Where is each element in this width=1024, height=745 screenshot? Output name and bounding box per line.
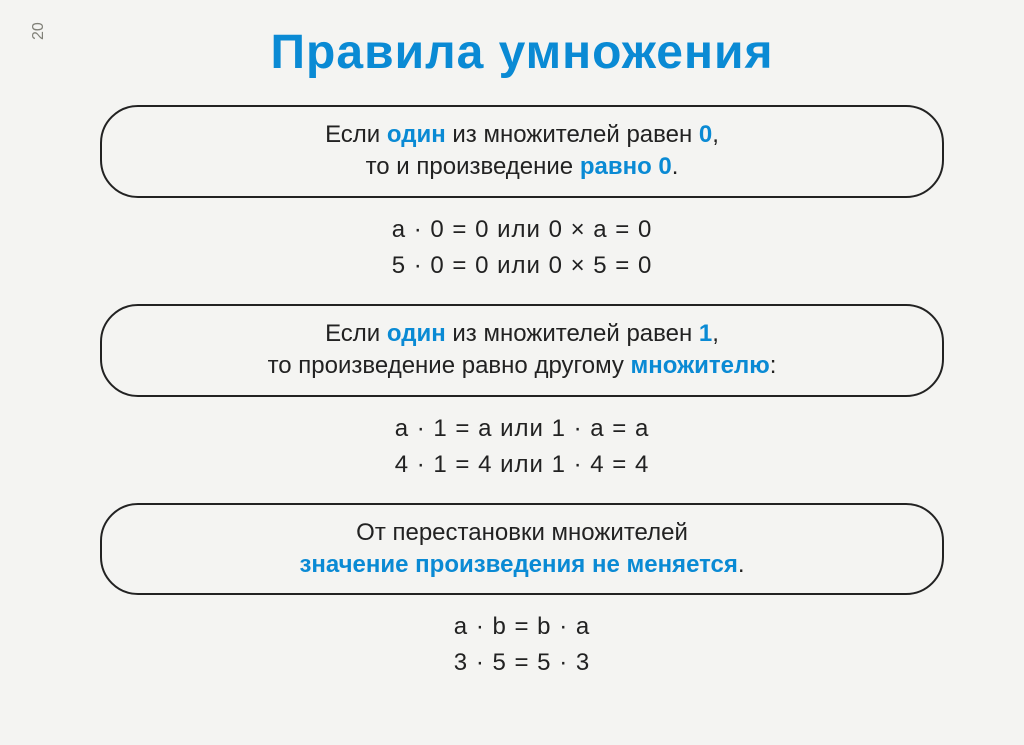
rule-text: , bbox=[712, 121, 719, 148]
rule-box-1: Если один из множителей равен 1, то прои… bbox=[100, 304, 944, 397]
rule-line-1-1: Если один из множителей равен 1, bbox=[132, 318, 912, 350]
examples-0: a · 0 = 0 или 0 × a = 0 5 · 0 = 0 или 0 … bbox=[80, 212, 964, 284]
rule-highlight: значение произведения не меняется bbox=[299, 551, 737, 578]
page-title: Правила умножения bbox=[80, 25, 964, 80]
rule-box-2: От перестановки множителей значение прои… bbox=[100, 503, 944, 596]
examples-2: a · b = b · a 3 · 5 = 5 · 3 bbox=[80, 609, 964, 681]
rule-text: . bbox=[738, 551, 745, 578]
rule-text: : bbox=[770, 352, 777, 379]
rule-highlight: один bbox=[387, 320, 446, 347]
rule-box-0: Если один из множителей равен 0, то и пр… bbox=[100, 105, 944, 198]
rule-line-0-2: то и произведение равно 0. bbox=[132, 151, 912, 183]
rule-block-2: От перестановки множителей значение прои… bbox=[80, 503, 964, 682]
rule-line-1-2: то произведение равно другому множителю: bbox=[132, 350, 912, 382]
rule-text: . bbox=[672, 153, 679, 180]
examples-1: a · 1 = a или 1 · a = a 4 · 1 = 4 или 1 … bbox=[80, 411, 964, 483]
example-line: 5 · 0 = 0 или 0 × 5 = 0 bbox=[80, 248, 964, 284]
rule-highlight: 0 bbox=[699, 121, 712, 148]
rule-text: От перестановки множителей bbox=[356, 519, 688, 546]
rule-text: из множителей равен bbox=[446, 121, 699, 148]
rule-highlight: равно 0 bbox=[580, 153, 672, 180]
rule-text: Если bbox=[325, 121, 387, 148]
example-line: 3 · 5 = 5 · 3 bbox=[80, 645, 964, 681]
rule-text: Если bbox=[325, 320, 387, 347]
rule-highlight: 1 bbox=[699, 320, 712, 347]
rule-line-2-2: значение произведения не меняется. bbox=[132, 549, 912, 581]
rule-highlight: множителю bbox=[631, 352, 770, 379]
example-line: a · 0 = 0 или 0 × a = 0 bbox=[80, 212, 964, 248]
example-line: a · b = b · a bbox=[80, 609, 964, 645]
example-line: a · 1 = a или 1 · a = a bbox=[80, 411, 964, 447]
rule-line-0-1: Если один из множителей равен 0, bbox=[132, 119, 912, 151]
page-number: 20 bbox=[30, 22, 48, 40]
rule-text: то и произведение bbox=[366, 153, 580, 180]
rule-line-2-1: От перестановки множителей bbox=[132, 517, 912, 549]
rule-text: , bbox=[712, 320, 719, 347]
rule-text: то произведение равно другому bbox=[268, 352, 631, 379]
rule-block-1: Если один из множителей равен 1, то прои… bbox=[80, 304, 964, 483]
rule-block-0: Если один из множителей равен 0, то и пр… bbox=[80, 105, 964, 284]
rule-text: из множителей равен bbox=[446, 320, 699, 347]
rule-highlight: один bbox=[387, 121, 446, 148]
example-line: 4 · 1 = 4 или 1 · 4 = 4 bbox=[80, 447, 964, 483]
